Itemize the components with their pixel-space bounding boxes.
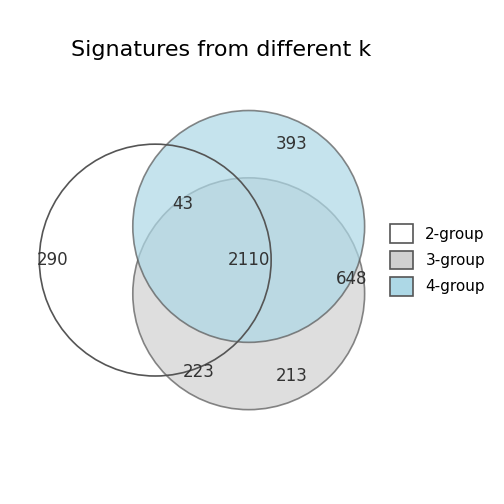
Text: 393: 393 <box>276 135 307 153</box>
Text: 2110: 2110 <box>227 251 270 269</box>
Text: 223: 223 <box>182 363 214 381</box>
Text: 648: 648 <box>336 270 367 288</box>
Circle shape <box>133 178 364 410</box>
Title: Signatures from different k: Signatures from different k <box>71 40 371 60</box>
Text: 43: 43 <box>173 195 194 213</box>
Legend: 2-group, 3-group, 4-group: 2-group, 3-group, 4-group <box>383 217 493 303</box>
Circle shape <box>133 110 364 342</box>
Text: 290: 290 <box>37 251 68 269</box>
Text: 213: 213 <box>276 367 307 385</box>
